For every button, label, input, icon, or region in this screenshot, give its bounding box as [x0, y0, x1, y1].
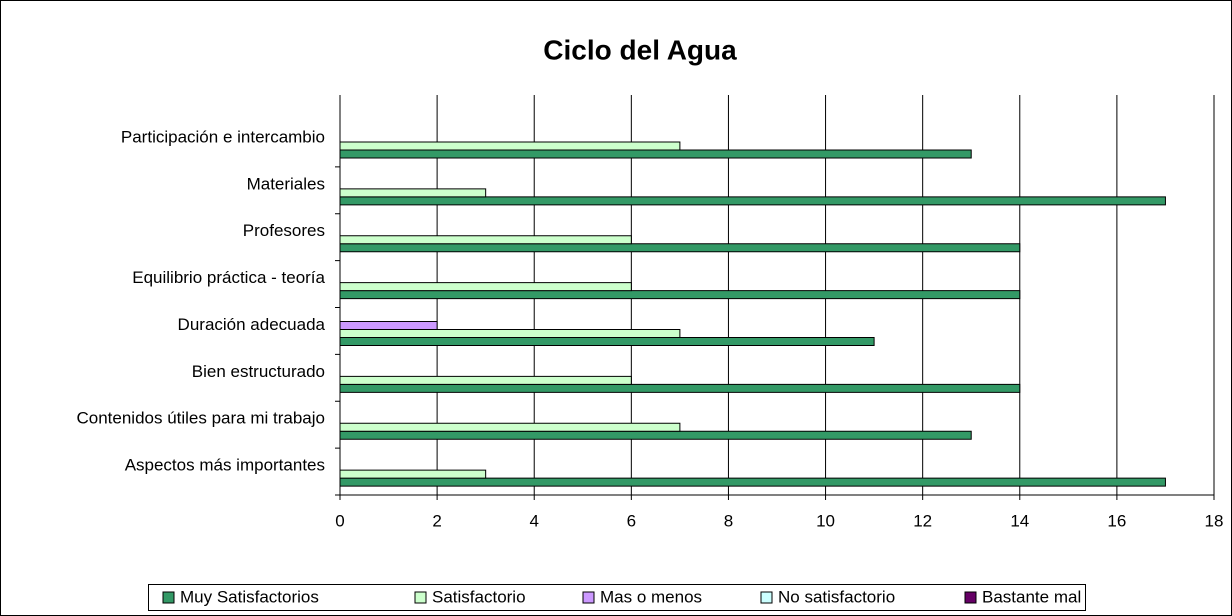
legend-label: Bastante mal: [982, 587, 1081, 606]
legend-swatch: [582, 591, 595, 604]
x-tick-label: 6: [627, 511, 636, 530]
bar: [339, 375, 632, 385]
y-tick-label: Bien estructurado: [192, 362, 325, 381]
x-tick-label: 12: [913, 511, 932, 530]
legend-label: No satisfactorio: [778, 587, 895, 606]
bar: [339, 383, 1021, 393]
legend-label: Muy Satisfactorios: [180, 587, 319, 606]
y-tick-label: Aspectos más importantes: [125, 456, 325, 475]
legend-box: [148, 584, 1086, 611]
x-tick-label: 8: [724, 511, 733, 530]
y-tick-label: Materiales: [247, 174, 325, 193]
bar: [339, 282, 632, 292]
x-tick-label: 2: [432, 511, 441, 530]
bar: [339, 422, 681, 432]
legend-label: Satisfactorio: [432, 587, 526, 606]
legend-label: Mas o menos: [600, 587, 702, 606]
legend-swatch: [414, 591, 427, 604]
x-tick-label: 14: [1010, 511, 1029, 530]
legend-swatch: [760, 591, 773, 604]
bar: [339, 321, 438, 330]
legend-swatch: [964, 591, 977, 604]
y-tick-label: Duración adecuada: [178, 315, 326, 334]
bar: [339, 290, 1021, 300]
bar: [339, 477, 1166, 487]
y-tick-label: Profesores: [243, 221, 325, 240]
x-tick-label: 4: [529, 511, 538, 530]
x-tick-label: 18: [1205, 511, 1224, 530]
bar: [339, 196, 1166, 206]
bar: [339, 149, 972, 159]
x-tick-label: 16: [1107, 511, 1126, 530]
bar: [339, 243, 1021, 253]
bar: [339, 430, 972, 440]
x-tick-label: 0: [335, 511, 344, 530]
bar: [339, 469, 487, 479]
bar: [339, 329, 681, 338]
bar: [339, 188, 487, 198]
y-tick-label: Equilibrio práctica - teoría: [132, 268, 325, 287]
bar: [339, 235, 632, 245]
y-tick-label: Participación e intercambio: [121, 127, 325, 146]
legend-swatch: [162, 591, 175, 604]
chart-title: Ciclo del Agua: [543, 34, 737, 65]
bar: [339, 141, 681, 151]
bar: [339, 337, 875, 346]
x-tick-label: 10: [816, 511, 835, 530]
y-tick-label: Contenidos útiles para mi trabajo: [76, 409, 325, 428]
